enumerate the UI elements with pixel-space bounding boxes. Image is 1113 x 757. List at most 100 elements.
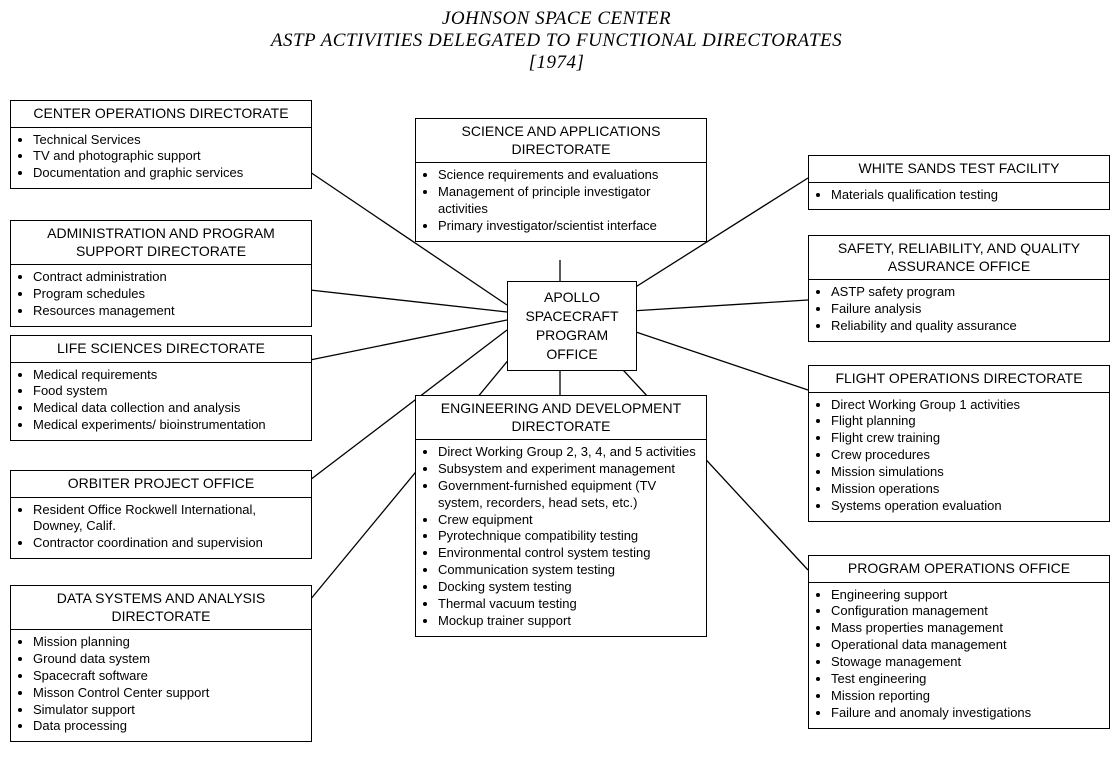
box-body: Contract administrationProgram schedules… <box>11 265 311 326</box>
list-item: Program schedules <box>33 286 305 303</box>
list-item: Failure and anomaly investigations <box>831 705 1103 722</box>
list-item: Stowage management <box>831 654 1103 671</box>
box-body: Direct Working Group 2, 3, 4, and 5 acti… <box>416 440 706 636</box>
box-list: Mission planningGround data systemSpacec… <box>15 634 305 735</box>
list-item: Misson Control Center support <box>33 685 305 702</box>
box-title: SCIENCE AND APPLICATIONS DIRECTORATE <box>416 119 706 163</box>
list-item: Mass properties management <box>831 620 1103 637</box>
box-list: ASTP safety programFailure analysisRelia… <box>813 284 1103 335</box>
box-body: Science requirements and evaluationsMana… <box>416 163 706 241</box>
list-item: Government-furnished equipment (TV syste… <box>438 478 700 512</box>
box-list: Medical requirementsFood systemMedical d… <box>15 367 305 435</box>
list-item: Operational data management <box>831 637 1103 654</box>
list-item: Resident Office Rockwell International, … <box>33 502 305 536</box>
list-item: Materials qualification testing <box>831 187 1103 204</box>
box-list: Technical ServicesTV and photographic su… <box>15 132 305 183</box>
list-item: Crew equipment <box>438 512 700 529</box>
center-node-line: SPACECRAFT <box>518 307 626 326</box>
list-item: ASTP safety program <box>831 284 1103 301</box>
box-body: Engineering supportConfiguration managem… <box>809 583 1109 728</box>
box-list: Resident Office Rockwell International, … <box>15 502 305 553</box>
box-title: ORBITER PROJECT OFFICE <box>11 471 311 498</box>
box-list: Science requirements and evaluationsMana… <box>420 167 700 235</box>
list-item: Mission planning <box>33 634 305 651</box>
box-eng-dev: ENGINEERING AND DEVELOPMENT DIRECTORATE D… <box>415 395 707 637</box>
page-title-line3: [1974] <box>0 52 1113 74</box>
box-list: Direct Working Group 2, 3, 4, and 5 acti… <box>420 444 700 630</box>
box-safety: SAFETY, RELIABILITY, AND QUALITY ASSURAN… <box>808 235 1110 342</box>
list-item: Data processing <box>33 718 305 735</box>
center-node-line: APOLLO <box>518 288 626 307</box>
box-science-apps: SCIENCE AND APPLICATIONS DIRECTORATEScie… <box>415 118 707 242</box>
box-body: Resident Office Rockwell International, … <box>11 498 311 559</box>
box-white-sands: WHITE SANDS TEST FACILITY Materials quali… <box>808 155 1110 210</box>
list-item: Engineering support <box>831 587 1103 604</box>
box-list: Materials qualification testing <box>813 187 1103 204</box>
list-item: Flight planning <box>831 413 1103 430</box>
box-life-sciences: LIFE SCIENCES DIRECTORATE Medical require… <box>10 335 312 441</box>
box-title: CENTER OPERATIONS DIRECTORATE <box>11 101 311 128</box>
box-admin-support: ADMINISTRATION AND PROGRAM SUPPORT DIREC… <box>10 220 312 327</box>
box-body: Materials qualification testing <box>809 183 1109 210</box>
list-item: Mission simulations <box>831 464 1103 481</box>
center-node-line: PROGRAM <box>518 326 626 345</box>
list-item: Documentation and graphic services <box>33 165 305 182</box>
list-item: Mission reporting <box>831 688 1103 705</box>
list-item: Pyrotechnique compatibility testing <box>438 528 700 545</box>
list-item: TV and photographic support <box>33 148 305 165</box>
center-node-line: OFFICE <box>518 345 626 364</box>
list-item: Spacecraft software <box>33 668 305 685</box>
page-title-line2: ASTP ACTIVITIES DELEGATED TO FUNCTIONAL … <box>0 30 1113 52</box>
box-title: DATA SYSTEMS AND ANALYSIS DIRECTORATE <box>11 586 311 630</box>
list-item: Reliability and quality assurance <box>831 318 1103 335</box>
list-item: Management of principle investigator act… <box>438 184 700 218</box>
list-item: Test engineering <box>831 671 1103 688</box>
box-orbiter-project: ORBITER PROJECT OFFICE Resident Office Ro… <box>10 470 312 559</box>
list-item: Subsystem and experiment management <box>438 461 700 478</box>
box-body: Medical requirementsFood systemMedical d… <box>11 363 311 441</box>
list-item: Medical data collection and analysis <box>33 400 305 417</box>
box-body: Mission planningGround data systemSpacec… <box>11 630 311 741</box>
list-item: Direct Working Group 1 activities <box>831 397 1103 414</box>
box-title: FLIGHT OPERATIONS DIRECTORATE <box>809 366 1109 393</box>
list-item: Science requirements and evaluations <box>438 167 700 184</box>
list-item: Simulator support <box>33 702 305 719</box>
list-item: Resources management <box>33 303 305 320</box>
list-item: Technical Services <box>33 132 305 149</box>
box-list: Engineering supportConfiguration managem… <box>813 587 1103 722</box>
list-item: Contract administration <box>33 269 305 286</box>
list-item: Mission operations <box>831 481 1103 498</box>
list-item: Mockup trainer support <box>438 613 700 630</box>
list-item: Communication system testing <box>438 562 700 579</box>
box-title: LIFE SCIENCES DIRECTORATE <box>11 336 311 363</box>
box-flight-ops: FLIGHT OPERATIONS DIRECTORATE Direct Work… <box>808 365 1110 522</box>
list-item: Direct Working Group 2, 3, 4, and 5 acti… <box>438 444 700 461</box>
box-body: Technical ServicesTV and photographic su… <box>11 128 311 189</box>
box-program-ops: PROGRAM OPERATIONS OFFICE Engineering sup… <box>808 555 1110 729</box>
list-item: Crew procedures <box>831 447 1103 464</box>
list-item: Contractor coordination and supervision <box>33 535 305 552</box>
list-item: Primary investigator/scientist interface <box>438 218 700 235</box>
center-node: APOLLOSPACECRAFTPROGRAMOFFICE <box>507 281 637 371</box>
list-item: Ground data system <box>33 651 305 668</box>
box-list: Direct Working Group 1 activitiesFlight … <box>813 397 1103 515</box>
box-body: Direct Working Group 1 activitiesFlight … <box>809 393 1109 521</box>
box-title: ENGINEERING AND DEVELOPMENT DIRECTORATE <box>416 396 706 440</box>
box-data-systems: DATA SYSTEMS AND ANALYSIS DIRECTORATEMis… <box>10 585 312 742</box>
org-chart: JOHNSON SPACE CENTER ASTP ACTIVITIES DEL… <box>0 0 1113 757</box>
box-title: PROGRAM OPERATIONS OFFICE <box>809 556 1109 583</box>
list-item: Thermal vacuum testing <box>438 596 700 613</box>
box-body: ASTP safety programFailure analysisRelia… <box>809 280 1109 341</box>
list-item: Flight crew training <box>831 430 1103 447</box>
list-item: Failure analysis <box>831 301 1103 318</box>
page-title-line1: JOHNSON SPACE CENTER <box>0 8 1113 30</box>
box-title: ADMINISTRATION AND PROGRAM SUPPORT DIREC… <box>11 221 311 265</box>
box-title: SAFETY, RELIABILITY, AND QUALITY ASSURAN… <box>809 236 1109 280</box>
box-center-ops: CENTER OPERATIONS DIRECTORATE Technical S… <box>10 100 312 189</box>
list-item: Systems operation evaluation <box>831 498 1103 515</box>
list-item: Medical requirements <box>33 367 305 384</box>
box-list: Contract administrationProgram schedules… <box>15 269 305 320</box>
list-item: Medical experiments/ bioinstrumentation <box>33 417 305 434</box>
box-title: WHITE SANDS TEST FACILITY <box>809 156 1109 183</box>
list-item: Configuration management <box>831 603 1103 620</box>
